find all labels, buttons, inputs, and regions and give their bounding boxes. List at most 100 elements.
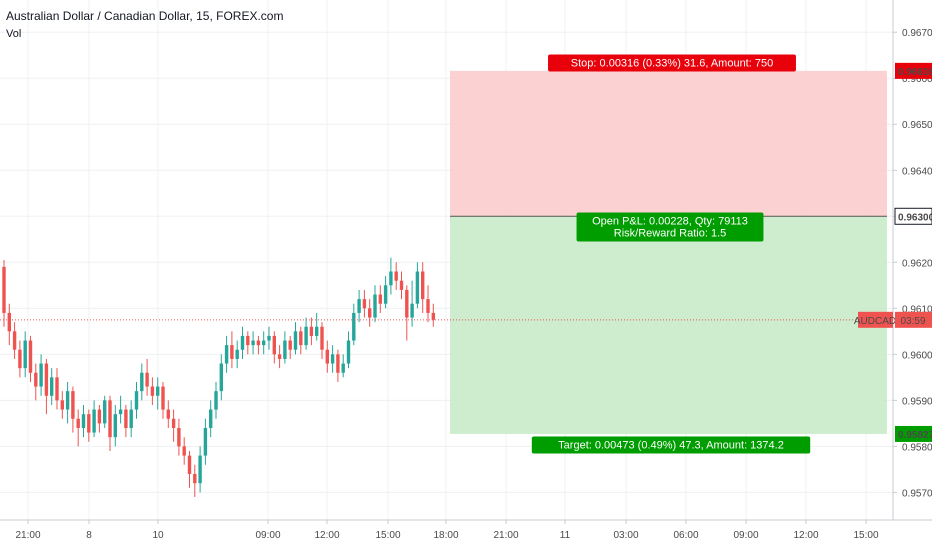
candle[interactable] bbox=[368, 308, 372, 318]
candle[interactable] bbox=[87, 414, 91, 433]
candle[interactable] bbox=[187, 455, 192, 474]
pnl-text: Open P&L: 0.00228, Qty: 79113 bbox=[592, 216, 748, 228]
target-badge[interactable] bbox=[531, 436, 811, 454]
candle[interactable] bbox=[426, 299, 430, 313]
candle[interactable] bbox=[373, 294, 377, 318]
candle[interactable] bbox=[108, 400, 112, 438]
candle[interactable] bbox=[118, 409, 123, 415]
symbol-title: Australian Dollar / Canadian Dollar, 15,… bbox=[6, 9, 284, 23]
candle[interactable] bbox=[81, 414, 86, 428]
candle[interactable] bbox=[39, 363, 43, 387]
candle[interactable] bbox=[246, 335, 250, 346]
candle[interactable] bbox=[293, 331, 298, 350]
candle[interactable] bbox=[240, 335, 245, 350]
candle[interactable] bbox=[65, 391, 70, 410]
candle[interactable] bbox=[140, 372, 144, 392]
candle[interactable] bbox=[103, 400, 107, 424]
candle[interactable] bbox=[230, 345, 234, 359]
candle[interactable] bbox=[315, 326, 319, 336]
candle[interactable] bbox=[399, 280, 404, 290]
candle[interactable] bbox=[325, 349, 329, 364]
candle[interactable] bbox=[389, 271, 393, 286]
candle[interactable] bbox=[346, 340, 351, 364]
candle[interactable] bbox=[7, 312, 11, 332]
candle[interactable] bbox=[421, 271, 425, 300]
candle[interactable] bbox=[2, 266, 6, 313]
candle[interactable] bbox=[383, 285, 388, 304]
candle[interactable] bbox=[336, 354, 340, 373]
candle[interactable] bbox=[34, 372, 38, 387]
candle[interactable] bbox=[198, 455, 202, 484]
candle[interactable] bbox=[277, 354, 282, 359]
candle[interactable] bbox=[405, 289, 409, 318]
candle[interactable] bbox=[299, 331, 303, 346]
candle[interactable] bbox=[203, 427, 208, 456]
candle[interactable] bbox=[134, 391, 139, 410]
candle[interactable] bbox=[309, 326, 314, 336]
candle[interactable] bbox=[177, 427, 181, 447]
candle[interactable] bbox=[18, 349, 22, 369]
candle[interactable] bbox=[272, 335, 276, 355]
candle[interactable] bbox=[44, 363, 49, 396]
candle[interactable] bbox=[415, 271, 420, 304]
candle[interactable] bbox=[394, 271, 398, 281]
candle[interactable] bbox=[357, 299, 361, 313]
candle[interactable] bbox=[60, 400, 64, 410]
candle[interactable] bbox=[76, 418, 80, 428]
candle[interactable] bbox=[124, 409, 128, 428]
countdown-tag[interactable] bbox=[895, 311, 932, 328]
candle[interactable] bbox=[166, 409, 170, 419]
candle[interactable] bbox=[156, 386, 160, 396]
candle[interactable] bbox=[113, 414, 117, 438]
stop-loss-zone[interactable] bbox=[450, 70, 887, 217]
candle[interactable] bbox=[23, 340, 27, 369]
candle[interactable] bbox=[262, 340, 266, 346]
stop-badge[interactable] bbox=[548, 54, 796, 72]
countdown-tag-text: 03:59 bbox=[900, 316, 925, 327]
candle[interactable] bbox=[182, 446, 186, 456]
candle[interactable] bbox=[431, 312, 435, 320]
candle[interactable] bbox=[378, 294, 382, 304]
candle[interactable] bbox=[92, 409, 96, 433]
pnl-badge[interactable] bbox=[576, 212, 764, 242]
candle[interactable] bbox=[256, 340, 261, 346]
candle[interactable] bbox=[320, 326, 324, 350]
candle[interactable] bbox=[50, 377, 54, 396]
candle[interactable] bbox=[283, 340, 287, 359]
candle[interactable] bbox=[341, 363, 345, 373]
candle[interactable] bbox=[251, 340, 255, 346]
entry-price-label[interactable] bbox=[895, 208, 932, 225]
target-price-label[interactable] bbox=[895, 425, 932, 442]
candle[interactable] bbox=[267, 335, 271, 341]
candle[interactable] bbox=[219, 363, 223, 392]
candle[interactable] bbox=[352, 312, 356, 341]
candle[interactable] bbox=[214, 391, 218, 410]
candle[interactable] bbox=[28, 340, 33, 373]
symbol-last-price-tag[interactable] bbox=[858, 311, 893, 328]
candle[interactable] bbox=[129, 409, 133, 428]
candle[interactable] bbox=[288, 340, 292, 350]
candle[interactable] bbox=[224, 345, 229, 364]
candle[interactable] bbox=[330, 354, 335, 364]
candle[interactable] bbox=[161, 386, 165, 410]
take-profit-zone[interactable] bbox=[450, 216, 887, 434]
volume-indicator-label[interactable]: Vol bbox=[6, 28, 22, 40]
candle[interactable] bbox=[235, 349, 239, 359]
candle[interactable] bbox=[362, 299, 367, 309]
candle[interactable] bbox=[304, 326, 308, 346]
candle[interactable] bbox=[193, 473, 197, 484]
candle[interactable] bbox=[71, 391, 75, 419]
candle[interactable] bbox=[209, 409, 213, 428]
time-tick-label: 12:00 bbox=[793, 530, 818, 541]
candle[interactable] bbox=[145, 372, 149, 387]
time-tick-label: 15:00 bbox=[853, 530, 878, 541]
candle[interactable] bbox=[12, 331, 17, 350]
candle[interactable] bbox=[171, 418, 176, 428]
candle[interactable] bbox=[410, 303, 414, 318]
candle[interactable] bbox=[55, 377, 59, 401]
stop-price-label[interactable] bbox=[895, 62, 932, 79]
candle[interactable] bbox=[97, 409, 102, 424]
candle[interactable] bbox=[150, 386, 155, 396]
